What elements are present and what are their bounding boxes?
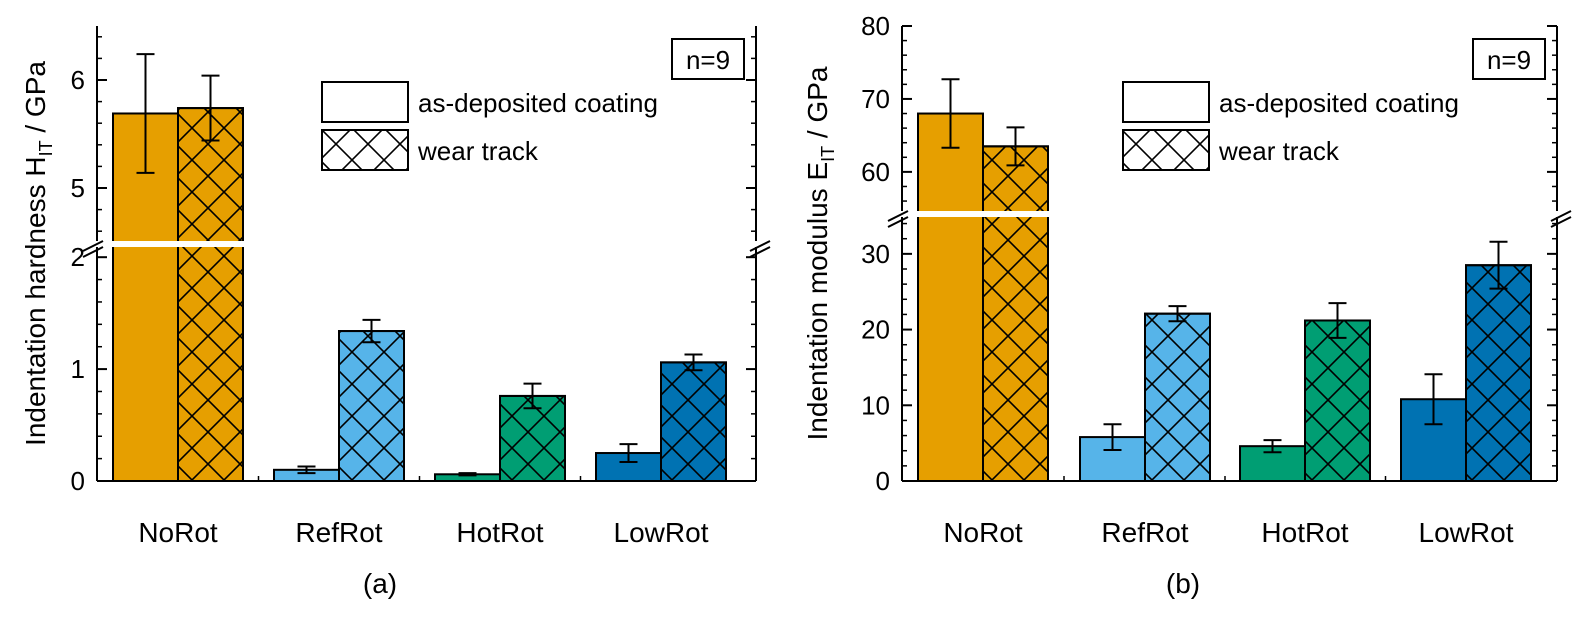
y-axis-label: Indentation hardness HIT / GPa — [20, 61, 56, 446]
error-bar-lowrot-wear-track — [684, 353, 703, 372]
annotation-text: n=9 — [686, 45, 730, 75]
axis-break-mark-right-1 — [749, 240, 771, 252]
error-bar-hotrot-as-deposited — [1263, 439, 1282, 454]
bar-norot-as-deposited-fill — [112, 112, 179, 482]
error-bar-norot-as-deposited — [136, 53, 155, 174]
axis-break-mark-right-1 — [1550, 210, 1572, 222]
legend-label-as-deposited: as-deposited coating — [418, 88, 658, 118]
x-tick-label-refrot: RefRot — [295, 517, 382, 548]
y-tick-label: 70 — [861, 84, 890, 114]
bar-lowrot-wear-track — [660, 361, 727, 482]
axis-break-mark-right-2 — [1550, 216, 1572, 228]
bar-norot-wear-track — [982, 145, 1049, 482]
bar-norot-as-deposited — [112, 112, 179, 482]
legend-swatch-wear-track-hatch — [321, 129, 409, 171]
bar-lowrot-wear-track-hatch — [1465, 264, 1532, 483]
error-bar-norot-wear-track — [201, 74, 220, 142]
annotation-box — [671, 38, 745, 80]
y-tick-label: 1 — [71, 354, 85, 384]
bar-refrot-wear-track — [338, 330, 405, 482]
x-tick-label-lowrot: LowRot — [614, 517, 709, 548]
bar-norot-wear-track-hatch — [982, 145, 1049, 482]
y-axis-label-main: Indentation modulus E — [802, 162, 833, 441]
bar-hotrot-wear-track — [499, 394, 566, 483]
chart-panel-b: 0 10 20 30 60 70 80 NoRot RefRot HotRot LowRot Inde… — [802, 11, 1572, 599]
legend-label-wear-track: wear track — [417, 136, 539, 166]
error-bar-lowrot-as-deposited — [1424, 373, 1443, 426]
axis-break-band — [901, 211, 1558, 217]
bar-refrot-wear-track-hatch — [1144, 312, 1211, 482]
y-tick-label: 2 — [71, 242, 85, 272]
bar-refrot-wear-track-hatch — [338, 330, 405, 482]
y-axis-label-subscript: IT — [36, 140, 56, 156]
x-tick-label-refrot: RefRot — [1101, 517, 1188, 548]
x-tick-label-lowrot: LowRot — [1419, 517, 1514, 548]
error-bar-hotrot-wear-track — [523, 382, 542, 410]
y-tick-label: 60 — [861, 157, 890, 187]
sample-size-annotation: n=9 — [671, 38, 745, 80]
error-bar-lowrot-as-deposited — [619, 443, 638, 463]
legend-label-wear-track: wear track — [1218, 136, 1340, 166]
axis-break-mark-left-2 — [887, 216, 909, 228]
bar-lowrot-wear-track — [1465, 264, 1532, 483]
axis-break-mark-left-1 — [82, 240, 104, 252]
y-tick-label: 0 — [876, 466, 890, 496]
axis-break-mark-left-2 — [82, 246, 104, 258]
legend-label-as-deposited: as-deposited coating — [1219, 88, 1459, 118]
bar-norot-as-deposited-fill — [917, 112, 984, 482]
bar-hotrot-wear-track — [1304, 319, 1371, 482]
y-axis-label-main: Indentation hardness H — [20, 156, 51, 446]
y-tick-label: 80 — [861, 11, 890, 41]
y-axis-label-subscript: IT — [818, 146, 838, 162]
legend-swatch-as-deposited — [1122, 81, 1210, 123]
chart-panel-a: 0 1 2 5 6 NoRot RefRot HotRot LowRot Indentation … — [20, 26, 771, 599]
error-bar-refrot-as-deposited — [1103, 423, 1122, 451]
bar-norot-wear-track-hatch — [177, 107, 244, 483]
x-tick-label-hotrot: HotRot — [456, 517, 543, 548]
axis-break-mark-left-1 — [887, 210, 909, 222]
error-bar-norot-wear-track — [1006, 126, 1025, 167]
bar-hotrot-wear-track-hatch — [1304, 319, 1371, 482]
bar-hotrot-wear-track-hatch — [499, 394, 566, 483]
y-tick-label: 10 — [861, 390, 890, 420]
error-bar-refrot-wear-track — [362, 318, 381, 344]
legend: as-deposited coating wear track — [321, 81, 658, 171]
sample-size-annotation: n=9 — [1472, 38, 1546, 80]
legend-swatch-as-deposited — [321, 81, 409, 123]
y-axis-label-unit: / GPa — [20, 61, 51, 141]
panel-label-b: (b) — [1166, 568, 1200, 599]
axis-break-band — [96, 241, 757, 247]
error-bar-lowrot-wear-track — [1489, 240, 1508, 290]
y-tick-label: 6 — [71, 65, 85, 95]
error-bar-refrot-wear-track — [1168, 305, 1187, 323]
error-bar-hotrot-wear-track — [1328, 302, 1347, 339]
bar-refrot-wear-track — [1144, 312, 1211, 482]
x-tick-label-norot: NoRot — [138, 517, 218, 548]
y-tick-label: 5 — [71, 173, 85, 203]
y-tick-label: 20 — [861, 315, 890, 345]
error-bar-norot-as-deposited — [941, 78, 960, 149]
y-axis-label: Indentation modulus EIT / GPa — [802, 66, 838, 440]
bar-norot-as-deposited — [917, 112, 984, 482]
y-tick-label: 30 — [861, 239, 890, 269]
y-axis-label-unit: / GPa — [802, 66, 833, 146]
bar-lowrot-wear-track-hatch — [660, 361, 727, 482]
y-tick-label: 0 — [71, 466, 85, 496]
error-bar-hotrot-as-deposited — [458, 472, 477, 477]
x-tick-label-norot: NoRot — [943, 517, 1023, 548]
legend-swatch-wear-track-hatch — [1122, 129, 1210, 171]
annotation-text: n=9 — [1487, 45, 1531, 75]
legend: as-deposited coating wear track — [1122, 81, 1459, 171]
bar-norot-wear-track — [177, 107, 244, 483]
annotation-box — [1472, 38, 1546, 80]
axis-break-mark-right-2 — [749, 246, 771, 258]
error-bar-refrot-as-deposited — [297, 465, 316, 475]
panel-label-a: (a) — [363, 568, 397, 599]
x-tick-label-hotrot: HotRot — [1261, 517, 1348, 548]
